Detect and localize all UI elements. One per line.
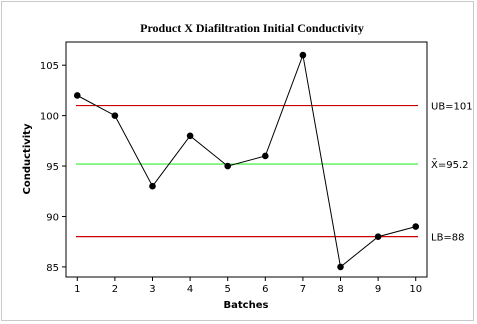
x-tick-label: 7 — [300, 284, 306, 295]
data-point — [149, 182, 156, 190]
x-axis: 1 2 3 4 5 6 7 8 9 10 — [74, 277, 422, 295]
y-axis: 85 90 95 100 105 — [40, 61, 66, 274]
reference-lines: UB=101 X̄=95.2 LB=88 — [76, 102, 473, 244]
y-tick-label: 85 — [46, 263, 59, 274]
data-point — [186, 132, 194, 140]
y-tick-label: 105 — [40, 61, 59, 72]
x-tick-label: 5 — [225, 284, 231, 295]
y-tick-label: 95 — [46, 162, 59, 173]
x-tick-label: 10 — [409, 284, 422, 295]
x-tick-label: 2 — [112, 284, 118, 295]
data-point — [337, 263, 344, 271]
ref-label-ub: UB=101 — [431, 102, 473, 113]
x-tick-label: 9 — [375, 284, 381, 295]
series-conductivity — [73, 51, 420, 271]
y-tick-label: 100 — [40, 112, 59, 123]
series-line — [77, 53, 416, 268]
x-tick-label: 6 — [262, 284, 268, 295]
plot-area — [65, 41, 428, 278]
data-point — [299, 51, 307, 59]
data-point — [262, 152, 269, 160]
ref-label-mean: X̄=95.2 — [431, 158, 469, 171]
data-point — [111, 112, 119, 119]
x-tick-label: 4 — [187, 284, 193, 295]
y-axis-label: Conductivity — [22, 123, 33, 194]
data-point — [374, 233, 382, 240]
data-point — [224, 162, 231, 170]
data-point — [73, 92, 81, 99]
x-tick-label: 8 — [337, 284, 343, 295]
chart-title: Product X Diafiltration Initial Conducti… — [140, 21, 364, 35]
ref-label-lb: LB=88 — [431, 233, 465, 244]
y-tick-label: 90 — [46, 212, 59, 223]
data-point — [412, 223, 420, 230]
x-tick-label: 3 — [149, 284, 155, 295]
x-axis-label: Batches — [224, 300, 269, 311]
x-tick-label: 1 — [74, 284, 80, 295]
